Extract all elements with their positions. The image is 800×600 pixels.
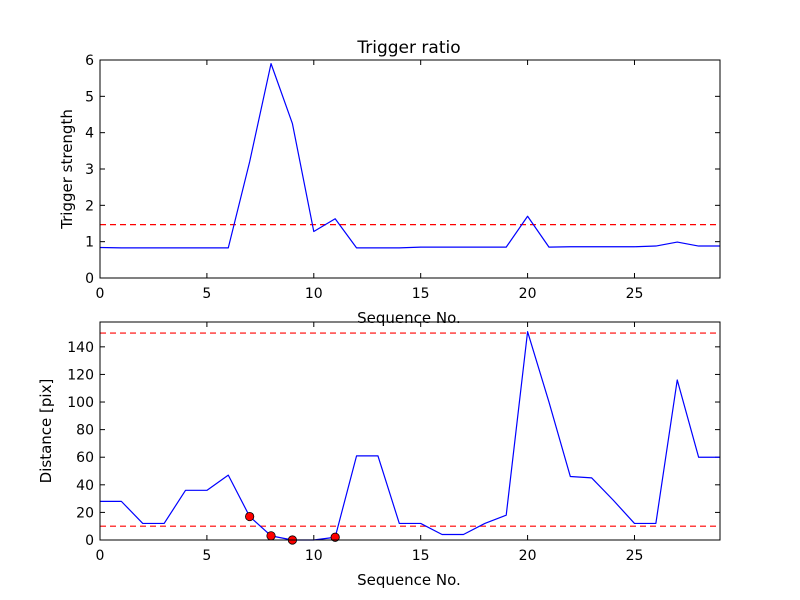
x-tick-label: 20 <box>519 286 537 302</box>
x-tick-label: 10 <box>305 286 323 302</box>
data-point-marker <box>266 531 276 541</box>
y-tick-label: 3 <box>85 162 94 178</box>
x-tick-label: 0 <box>96 286 105 302</box>
x-tick-label: 20 <box>519 548 537 564</box>
data-point-marker <box>245 511 255 522</box>
series-line <box>99 63 720 249</box>
y-tick-label: 40 <box>76 478 94 494</box>
x-tick-label: 0 <box>96 548 105 564</box>
x-axis-label: Sequence No. <box>357 571 461 589</box>
series-lines <box>100 331 720 541</box>
y-tick-label: 80 <box>76 423 94 439</box>
x-tick-label: 10 <box>305 548 323 564</box>
y-tick-label: 140 <box>67 340 94 356</box>
x-axis-label: Sequence No. <box>357 309 461 327</box>
y-tick-label: 0 <box>85 271 94 287</box>
series-lines <box>99 63 720 249</box>
series-line <box>100 331 720 541</box>
plot-frame <box>99 321 721 541</box>
y-tick-label: 120 <box>67 367 94 383</box>
y-tick-label: 20 <box>76 505 94 521</box>
x-tick-label: 5 <box>202 548 211 564</box>
distance-chart: Sequence No. Distance [pix] 0 5 10 15 20 25 0 2… <box>37 321 721 589</box>
axis-ticks: 0 5 10 15 20 25 0 1 2 3 4 5 6 <box>85 53 720 302</box>
threshold-lines <box>100 332 720 527</box>
y-axis-label: Distance [pix] <box>37 379 55 484</box>
chart-title: Trigger ratio <box>356 38 460 58</box>
y-tick-label: 1 <box>85 235 94 251</box>
axis-ticks: 0 5 10 15 20 25 0 20 40 60 80 100 120 140 <box>67 322 720 564</box>
y-tick-label: 0 <box>85 533 94 549</box>
data-point-marker <box>330 532 340 542</box>
y-tick-label: 60 <box>76 450 94 466</box>
y-tick-label: 6 <box>85 53 94 69</box>
y-tick-label: 4 <box>85 126 94 142</box>
y-axis-label: Trigger strength <box>58 109 76 230</box>
x-tick-label: 15 <box>412 286 430 302</box>
y-tick-label: 5 <box>85 89 94 105</box>
plot-frame <box>99 59 721 279</box>
x-tick-label: 25 <box>626 548 644 564</box>
x-tick-label: 5 <box>202 286 211 302</box>
y-tick-label: 2 <box>85 198 94 214</box>
x-tick-label: 15 <box>412 548 430 564</box>
x-tick-label: 25 <box>626 286 644 302</box>
y-tick-label: 100 <box>67 395 94 411</box>
